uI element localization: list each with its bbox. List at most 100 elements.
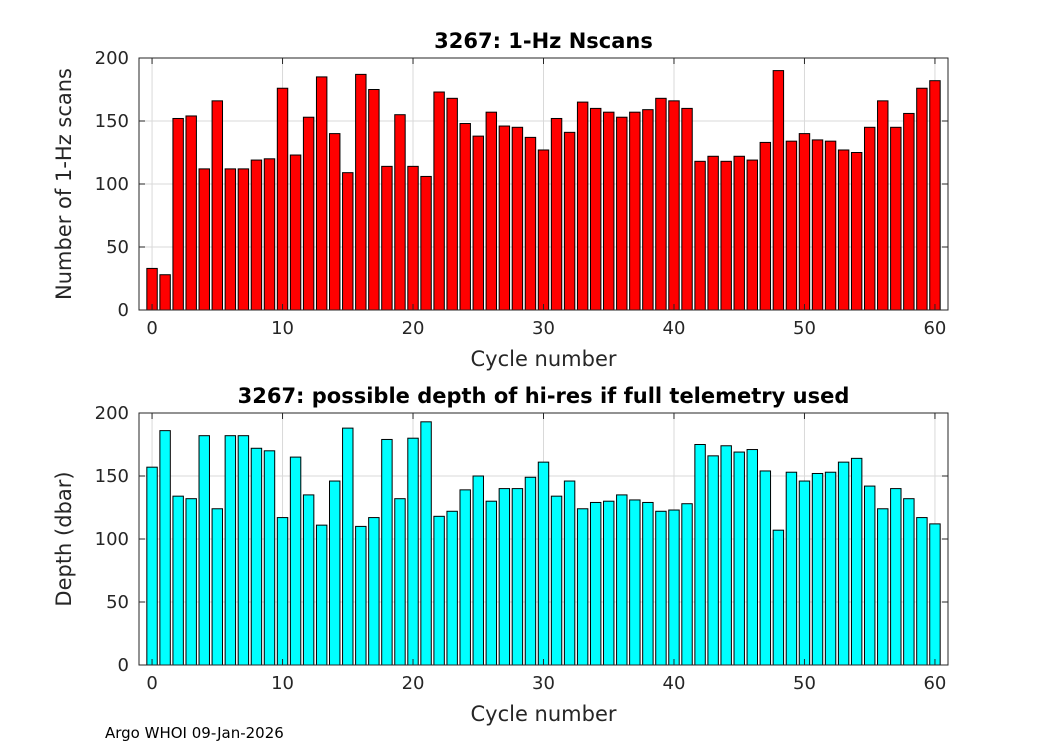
bar — [498, 125, 511, 311]
bar — [329, 480, 341, 666]
bar — [198, 435, 210, 666]
bar — [459, 489, 471, 666]
bar — [733, 155, 745, 311]
bar — [550, 495, 563, 666]
y-tick-label: 200 — [95, 48, 129, 69]
bar — [589, 107, 602, 311]
bar — [472, 475, 484, 666]
bar — [707, 155, 719, 311]
bar — [302, 494, 315, 666]
bar — [589, 501, 602, 666]
x-tick-label: 10 — [271, 673, 294, 694]
y-tick-label: 50 — [106, 592, 129, 613]
bar — [537, 149, 550, 311]
bar — [563, 480, 576, 666]
bar — [655, 510, 667, 666]
bar — [368, 89, 380, 311]
x-tick-label: 20 — [402, 318, 425, 339]
bar — [263, 158, 276, 311]
bar — [237, 168, 250, 311]
bar — [250, 159, 263, 311]
chart-title: 3267: possible depth of hi-res if full t… — [238, 384, 850, 408]
bar — [381, 165, 393, 311]
bar — [720, 160, 732, 311]
bar — [798, 480, 811, 666]
x-tick-label: 50 — [793, 673, 816, 694]
bar — [668, 100, 680, 311]
bar — [863, 126, 876, 311]
bar — [576, 508, 589, 666]
x-tick-label: 60 — [923, 318, 946, 339]
bar — [537, 461, 550, 666]
bar — [837, 461, 850, 666]
chart-title: 3267: 1-Hz Nscans — [434, 29, 653, 53]
bar — [355, 525, 367, 666]
bar — [511, 126, 524, 311]
bar — [407, 165, 419, 311]
bar — [877, 100, 889, 311]
bar — [655, 97, 667, 311]
bar — [811, 472, 824, 666]
x-tick-label: 20 — [402, 673, 425, 694]
y-tick-label: 200 — [95, 403, 129, 424]
bar — [446, 510, 458, 666]
bar — [381, 438, 393, 666]
bar — [550, 117, 563, 311]
bar — [172, 117, 184, 311]
bar — [772, 529, 785, 666]
bar — [329, 133, 341, 311]
bar — [811, 139, 824, 311]
bar — [850, 152, 863, 311]
x-tick-label: 10 — [271, 318, 294, 339]
bar — [759, 141, 772, 311]
bar — [642, 501, 654, 666]
bar — [394, 114, 406, 311]
bar — [850, 457, 863, 666]
x-tick-label: 50 — [793, 318, 816, 339]
bar — [368, 517, 380, 666]
bar — [563, 131, 576, 311]
bar — [472, 135, 484, 311]
bar — [746, 449, 758, 666]
bar — [289, 154, 302, 311]
bar — [694, 444, 706, 666]
bar — [407, 437, 419, 666]
bar — [146, 466, 158, 666]
bar — [211, 508, 224, 666]
bar — [629, 499, 641, 666]
bar — [916, 517, 928, 666]
bar — [746, 159, 758, 311]
bar — [616, 494, 628, 666]
bar — [433, 91, 445, 311]
bar — [146, 267, 158, 311]
bar — [903, 112, 915, 311]
bar — [224, 168, 237, 311]
bar — [694, 160, 706, 311]
x-tick-label: 0 — [146, 673, 157, 694]
y-tick-label: 0 — [118, 300, 129, 321]
bar — [172, 495, 184, 666]
bar — [524, 476, 537, 666]
bar — [890, 488, 902, 666]
x-axis-label: Cycle number — [470, 702, 616, 726]
y-tick-label: 50 — [106, 237, 129, 258]
bar — [785, 140, 798, 311]
bar — [903, 498, 915, 666]
bar — [681, 503, 693, 666]
x-tick-label: 0 — [146, 318, 157, 339]
bar — [198, 168, 210, 311]
x-tick-label: 40 — [663, 318, 686, 339]
chart-panel-2: 0 10 20 30 40 50 60 0 50 100 150 200 3267: possible … — [52, 384, 949, 726]
bar — [603, 111, 615, 311]
bar — [759, 470, 772, 666]
y-tick-label: 0 — [118, 655, 129, 676]
bar — [772, 70, 785, 311]
x-tick-label: 60 — [923, 673, 946, 694]
bar — [733, 451, 745, 666]
bar — [877, 508, 889, 666]
bar — [929, 80, 941, 311]
y-tick-label: 150 — [95, 111, 129, 132]
bar — [890, 126, 902, 311]
bar — [524, 136, 537, 311]
y-tick-label: 100 — [95, 529, 129, 550]
